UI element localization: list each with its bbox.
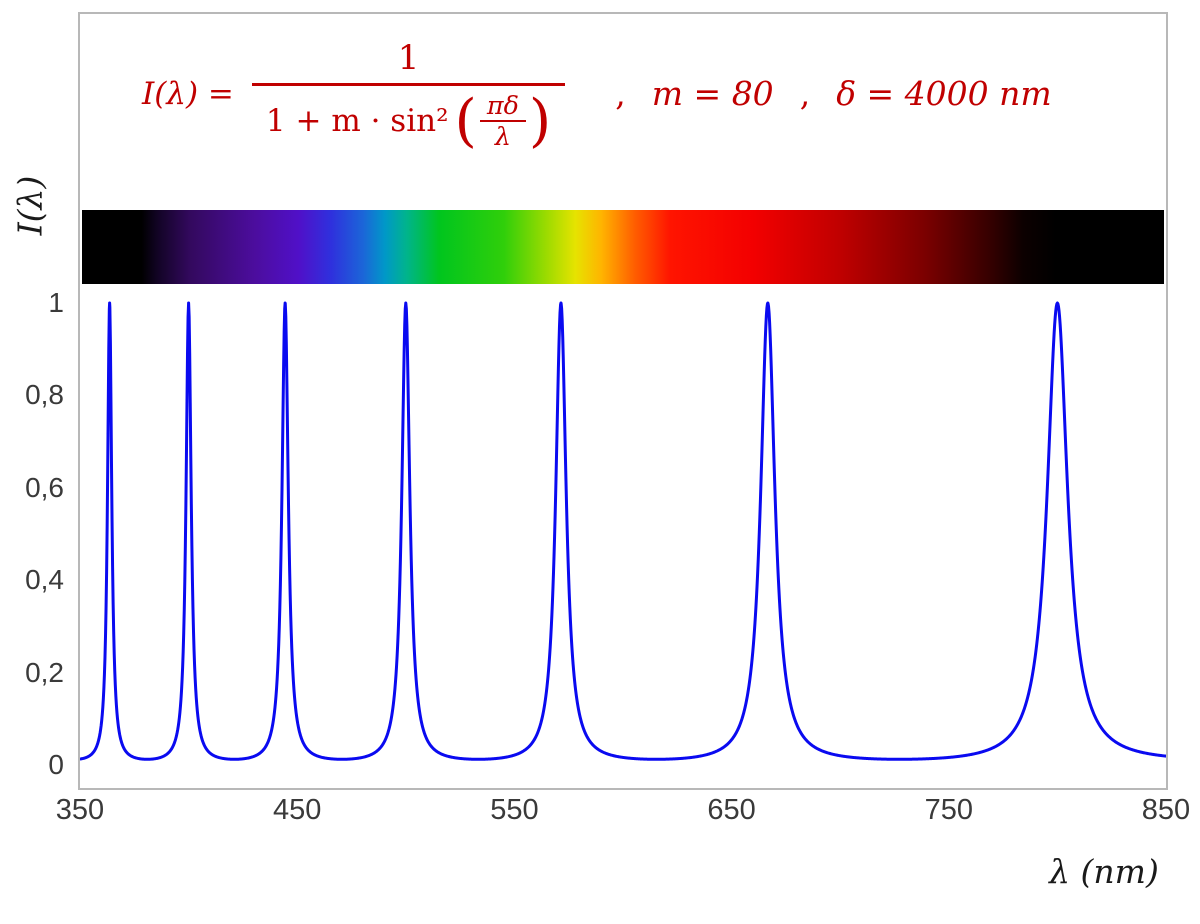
- separator-comma: ,: [615, 74, 626, 114]
- x-tick-label: 850: [1141, 794, 1191, 826]
- visible-spectrum-bar: [82, 210, 1164, 284]
- formula-numerator: 1: [397, 38, 420, 78]
- y-tick-label: 0,2: [25, 656, 64, 688]
- x-tick-label: 450: [272, 794, 322, 826]
- separator-comma: ,: [799, 74, 811, 114]
- formula-parameters: , m = 80 , δ = 4000 nm: [589, 74, 1051, 113]
- x-tick-label: 650: [707, 794, 756, 826]
- x-tick-label: 550: [490, 794, 539, 826]
- inner-numerator: πδ: [486, 90, 519, 120]
- x-tick-label: 750: [924, 794, 973, 826]
- y-tick-label: 0,6: [25, 471, 64, 503]
- formula-fraction: 1 1 + m · sin² ( πδ λ ): [251, 38, 566, 155]
- plot-area: I(λ) = 1 1 + m · sin² ( πδ λ ) , m = 80 …: [78, 12, 1168, 790]
- x-axis-label: λ (nm): [1049, 852, 1159, 891]
- left-paren: (: [454, 87, 477, 155]
- y-axis-label: I(λ): [10, 175, 50, 236]
- delta-parameter: δ = 4000 nm: [836, 74, 1052, 114]
- m-parameter: m = 80: [651, 74, 774, 114]
- right-paren: ): [528, 87, 552, 155]
- y-tick-label: 1: [48, 287, 64, 318]
- formula-den-prefix: 1 + m · sin²: [265, 103, 449, 140]
- y-tick-label: 0: [48, 749, 64, 780]
- inner-denominator: λ: [479, 120, 526, 149]
- intensity-curve: [80, 301, 1166, 761]
- intensity-curve-plot: [80, 301, 1166, 761]
- y-tick-label: 0,4: [25, 564, 64, 596]
- formula-lhs: I(λ) =: [142, 75, 234, 112]
- x-tick-label: 350: [55, 794, 105, 826]
- formula-denominator: 1 + m · sin² ( πδ λ ): [251, 83, 566, 155]
- formula-annotation: I(λ) = 1 1 + m · sin² ( πδ λ ) , m = 80 …: [142, 38, 1052, 150]
- y-tick-label: 0,8: [25, 379, 64, 411]
- formula-inner-fraction: πδ λ: [479, 90, 526, 150]
